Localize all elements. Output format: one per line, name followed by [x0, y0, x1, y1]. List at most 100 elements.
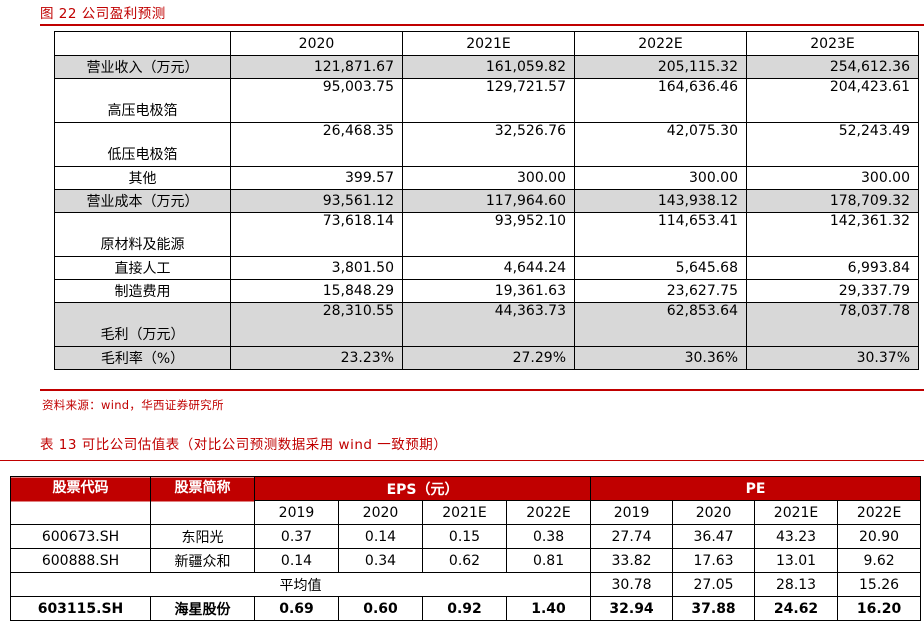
value-cell: 23,627.75	[574, 279, 747, 303]
value-cell: 204,423.61	[746, 78, 919, 123]
code-header: 股票代码	[10, 476, 151, 525]
value-cell: 300.00	[746, 166, 919, 190]
name-header: 股票简称	[150, 476, 255, 525]
value-cell: 78,037.78	[746, 302, 919, 347]
pe-cell: 9.62	[837, 548, 922, 573]
average-pe-cell: 27.05	[672, 572, 756, 597]
value-cell: 28,310.55	[230, 302, 403, 347]
year-cell: 2022E	[505, 500, 592, 525]
value-cell: 114,653.41	[574, 212, 747, 257]
table13-title: 表 13 可比公司估值表（对比公司预测数据采用 wind 一致预期）	[40, 437, 448, 453]
value-cell: 26,468.35	[230, 122, 403, 167]
value-cell: 62,853.64	[574, 302, 747, 347]
profit-forecast-table: 2020 2021E 2022E 2023E 营业收入（万元） 121,871.67 161…	[54, 31, 919, 370]
pe-cell: 43.23	[754, 524, 839, 549]
stock-name: 东阳光	[150, 524, 255, 549]
table-row: 高压电极箔 95,003.75 129,721.57 164,636.46 204,42…	[54, 78, 919, 123]
value-cell: 4,644.24	[402, 256, 575, 280]
pe-cell: 32.94	[590, 596, 674, 621]
figure-title: 图 22 公司盈利预测	[40, 6, 166, 22]
target-row: 603115.SH 海星股份 0.69 0.60 0.92 1.40 32.94 37.88 2…	[10, 596, 922, 621]
stock-code: 600673.SH	[10, 524, 151, 549]
table-row: 毛利率（%） 23.23% 27.29% 30.36% 30.37%	[54, 346, 919, 370]
table-row: 直接人工 3,801.50 4,644.24 5,645.68 6,993.84	[54, 256, 919, 280]
year-cell: 2021E	[754, 500, 839, 525]
average-label: 平均值	[9, 572, 592, 597]
year-cell: 2019	[590, 500, 674, 525]
average-pe-cell: 28.13	[754, 572, 839, 597]
table-row: 营业成本（万元） 93,561.12 117,964.60 143,938.12 178…	[54, 189, 919, 213]
year-cell: 2020	[672, 500, 756, 525]
eps-cell: 0.92	[422, 596, 507, 621]
stock-name: 新疆众和	[150, 548, 255, 573]
value-cell: 73,618.14	[230, 212, 403, 257]
average-pe-cell: 15.26	[837, 572, 922, 597]
value-cell: 5,645.68	[574, 256, 747, 280]
pe-cell: 13.01	[754, 548, 839, 573]
pe-cell: 36.47	[672, 524, 756, 549]
pe-header: PE	[590, 476, 922, 501]
value-cell: 29,337.79	[746, 279, 919, 303]
eps-cell: 1.40	[505, 596, 592, 621]
row-label: 低压电极箔	[54, 122, 231, 167]
row-label: 毛利率（%）	[54, 346, 231, 370]
value-cell: 15,848.29	[230, 279, 403, 303]
header-cell: 2022E	[574, 31, 747, 56]
value-cell: 161,059.82	[402, 55, 575, 79]
stock-code: 600888.SH	[10, 548, 151, 573]
value-cell: 23.23%	[230, 346, 403, 370]
eps-cell: 0.60	[338, 596, 423, 621]
header-cell: 2023E	[746, 31, 919, 56]
value-cell: 95,003.75	[230, 78, 403, 123]
year-cell: 2022E	[837, 500, 922, 525]
eps-cell: 0.37	[254, 524, 339, 549]
row-label: 毛利（万元）	[54, 302, 231, 347]
average-pe-cell: 30.78	[590, 572, 674, 597]
table-row: 600673.SH 东阳光 0.37 0.14 0.15 0.38 27.74 36.47 43…	[10, 524, 922, 549]
value-cell: 52,243.49	[746, 122, 919, 167]
value-cell: 129,721.57	[402, 78, 575, 123]
value-cell: 32,526.76	[402, 122, 575, 167]
value-cell: 30.37%	[746, 346, 919, 370]
value-cell: 121,871.67	[230, 55, 403, 79]
eps-cell: 0.69	[254, 596, 339, 621]
value-cell: 300.00	[402, 166, 575, 190]
eps-cell: 0.81	[505, 548, 592, 573]
value-cell: 300.00	[574, 166, 747, 190]
eps-cell: 0.34	[338, 548, 423, 573]
value-cell: 6,993.84	[746, 256, 919, 280]
stock-code: 603115.SH	[10, 596, 151, 621]
value-cell: 142,361.32	[746, 212, 919, 257]
row-label: 营业成本（万元）	[54, 189, 231, 213]
header-cell: 2021E	[402, 31, 575, 56]
eps-header: EPS（元）	[253, 476, 592, 501]
pe-cell: 37.88	[672, 596, 756, 621]
value-cell: 3,801.50	[230, 256, 403, 280]
value-cell: 254,612.36	[746, 55, 919, 79]
row-label: 制造费用	[54, 279, 231, 303]
value-cell: 205,115.32	[574, 55, 747, 79]
value-cell: 93,952.10	[402, 212, 575, 257]
year-cell: 2019	[254, 500, 339, 525]
value-cell: 44,363.73	[402, 302, 575, 347]
average-row: 平均值 30.78 27.05 28.13 15.26	[9, 572, 922, 597]
value-cell: 399.57	[230, 166, 403, 190]
value-cell: 117,964.60	[402, 189, 575, 213]
table-row: 原材料及能源 73,618.14 93,952.10 114,653.41 142,36…	[54, 212, 919, 257]
value-cell: 178,709.32	[746, 189, 919, 213]
eps-cell: 0.62	[422, 548, 507, 573]
header-row: 2020 2021E 2022E 2023E	[54, 31, 919, 56]
figure-title-rule	[40, 24, 924, 26]
row-label: 其他	[54, 166, 231, 190]
value-cell: 27.29%	[402, 346, 575, 370]
pe-cell: 27.74	[590, 524, 674, 549]
eps-cell: 0.14	[254, 548, 339, 573]
row-label: 直接人工	[54, 256, 231, 280]
row-label: 原材料及能源	[54, 212, 231, 257]
table-row: 600888.SH 新疆众和 0.14 0.34 0.62 0.81 33.82 17.63 1…	[10, 548, 922, 573]
header-cell	[54, 31, 231, 56]
stock-name: 海星股份	[150, 596, 255, 621]
figure-source: 资料来源：wind，华西证券研究所	[42, 398, 224, 412]
table-row: 毛利（万元） 28,310.55 44,363.73 62,853.64 78,037.…	[54, 302, 919, 347]
table-row: 制造费用 15,848.29 19,361.63 23,627.75 29,337.79	[54, 279, 919, 303]
